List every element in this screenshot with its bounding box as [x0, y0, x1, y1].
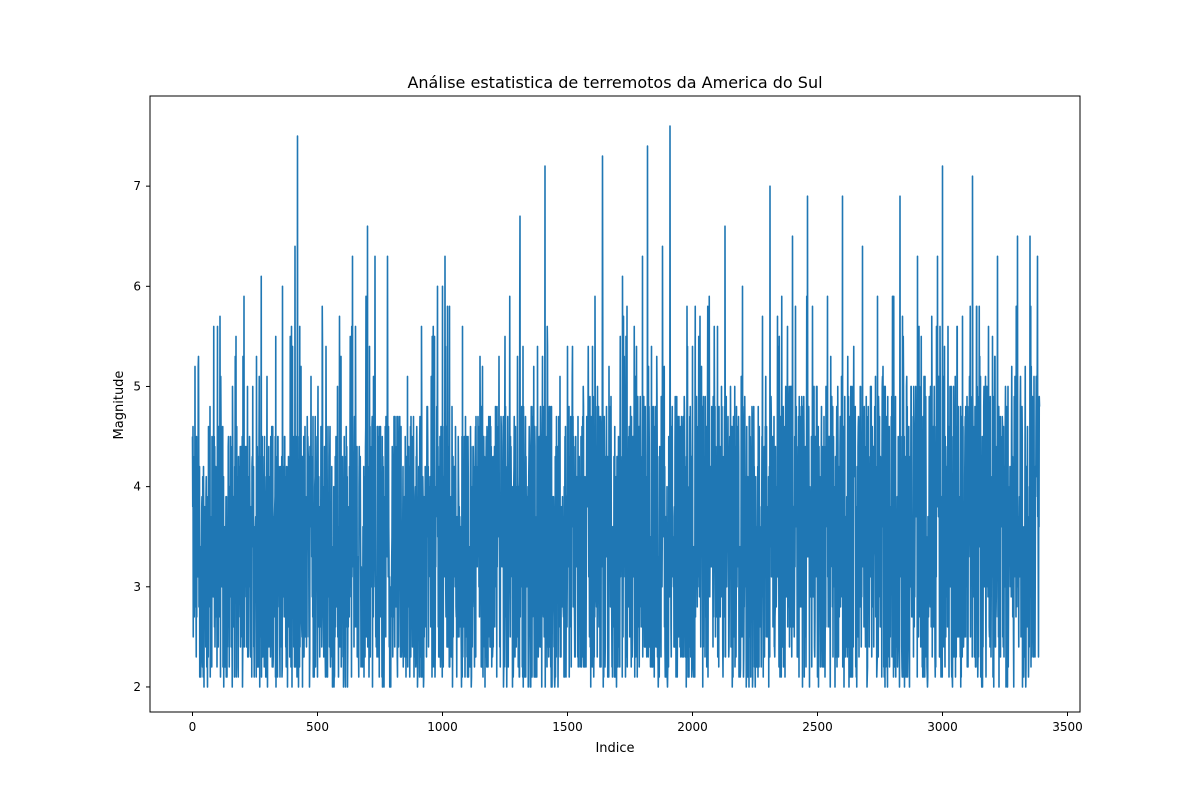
series-group	[191, 125, 1041, 688]
y-tick-label: 2	[133, 680, 141, 694]
y-axis: 2 3 4 5 6 7	[133, 179, 150, 694]
y-tick-label: 3	[133, 580, 141, 594]
y-axis-label: Magnitude	[112, 371, 127, 440]
chart-title: Análise estatistica de terremotos da Ame…	[407, 73, 822, 92]
y-tick-label: 7	[133, 179, 141, 193]
y-tick-label: 5	[133, 379, 141, 393]
plot-area	[191, 125, 1041, 688]
x-tick-label: 3500	[1052, 720, 1083, 734]
y-tick-label: 4	[133, 480, 141, 494]
series-line-magnitude	[191, 125, 1041, 688]
x-tick-label: 1000	[427, 720, 458, 734]
x-tick-label: 1500	[552, 720, 583, 734]
x-tick-label: 0	[189, 720, 197, 734]
x-axis: 0 500 1000 1500 2000 2500 3000 3500	[189, 712, 1083, 734]
x-tick-label: 2500	[802, 720, 833, 734]
y-tick-label: 6	[133, 279, 141, 293]
plot-frame	[149, 95, 1081, 713]
x-axis-label: Indice	[595, 741, 634, 756]
x-tick-label: 3000	[927, 720, 958, 734]
x-tick-label: 2000	[677, 720, 708, 734]
x-tick-label: 500	[306, 720, 329, 734]
